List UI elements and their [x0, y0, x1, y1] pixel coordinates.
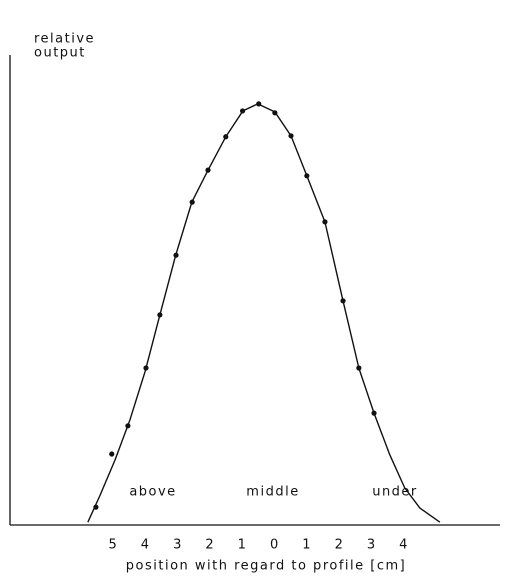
data-point [143, 365, 149, 371]
x-tick-label: 0 [270, 538, 280, 553]
annotation: middle [246, 485, 299, 500]
x-tick-label: 4 [399, 538, 409, 553]
x-tick-label: 3 [367, 538, 377, 553]
data-point [371, 410, 377, 416]
data-point [304, 173, 310, 179]
data-point [356, 365, 362, 371]
data-point [288, 133, 294, 139]
y-axis-label: relative [34, 32, 95, 47]
x-axis-label: position with regard to profile [cm] [126, 559, 406, 574]
y-axis-label: output [34, 46, 86, 61]
x-tick-label: 2 [205, 538, 215, 553]
data-point [239, 108, 246, 114]
x-tick-label: 1 [238, 538, 248, 553]
x-tick-label: 5 [108, 538, 118, 553]
x-tick-label: 2 [335, 538, 345, 553]
data-point [109, 451, 115, 457]
annotation: above [129, 485, 176, 500]
data-point [272, 110, 278, 116]
data-point [189, 199, 195, 205]
x-tick-label: 4 [141, 538, 151, 553]
data-point [223, 134, 229, 140]
data-point [157, 312, 163, 318]
data-point [125, 423, 131, 429]
data-point [256, 101, 262, 107]
fit-curve [87, 103, 441, 523]
data-point [322, 219, 328, 225]
data-point [340, 298, 346, 304]
x-tick-label: 3 [173, 538, 183, 553]
data-point [173, 252, 179, 258]
data-point [205, 167, 211, 173]
x-tick-label: 1 [302, 538, 312, 553]
data-point [93, 504, 99, 510]
